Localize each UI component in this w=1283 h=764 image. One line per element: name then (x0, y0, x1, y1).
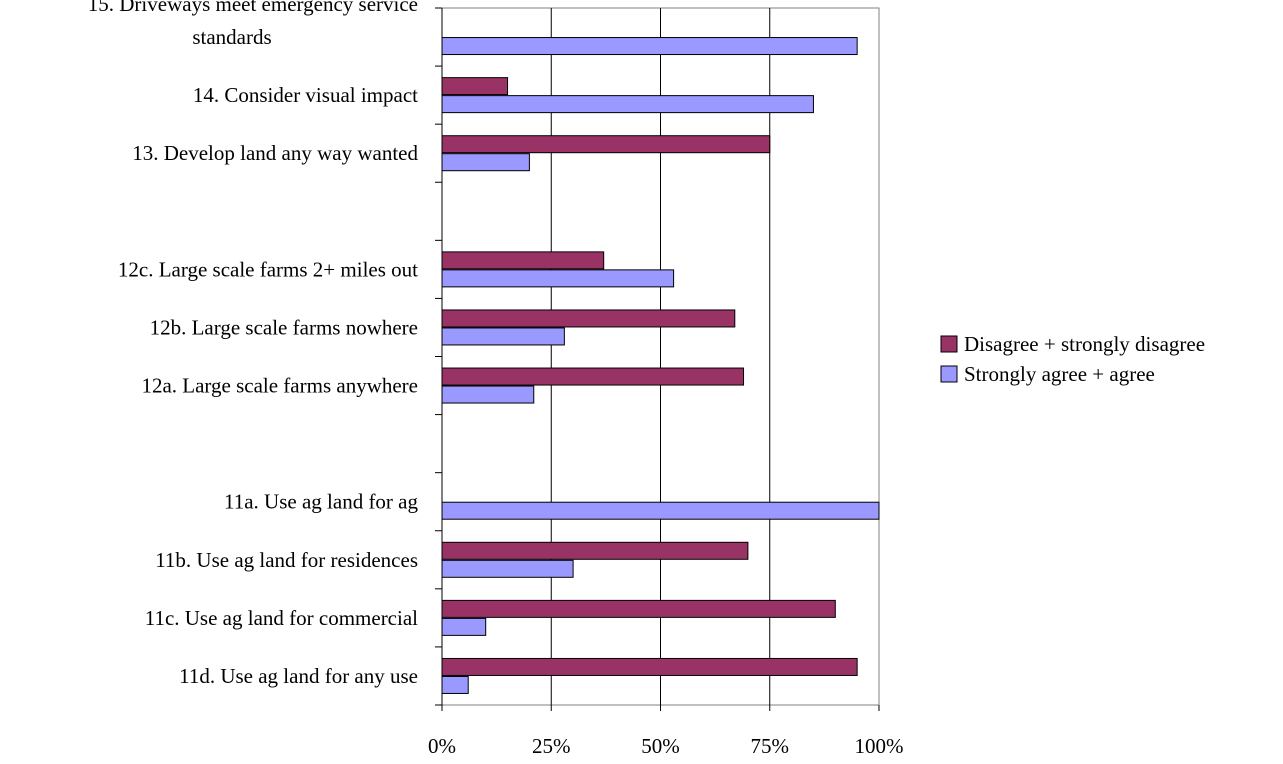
bar-agree (441, 327, 565, 346)
bar-disagree (441, 135, 771, 154)
category-label: 13. Develop land any way wanted (132, 141, 418, 165)
bar-disagree (441, 367, 745, 386)
category-label: 12b. Large scale farms nowhere (150, 315, 418, 339)
bar-agree (441, 385, 535, 404)
category-label: 12c. Large scale farms 2+ miles out (118, 257, 418, 281)
bar-disagree (441, 77, 509, 96)
x-tick-label: 100% (855, 734, 904, 758)
x-tick-label: 25% (532, 734, 571, 758)
x-tick-label: 50% (641, 734, 680, 758)
bar-agree (441, 269, 675, 288)
bar-disagree (441, 599, 836, 618)
category-label: 11b. Use ag land for residences (155, 548, 418, 572)
legend (928, 316, 1282, 400)
legend-label: Strongly agree + agree (964, 362, 1155, 386)
bar-agree (441, 37, 858, 56)
category-label: 12a. Large scale farms anywhere (141, 374, 418, 398)
category-label: standards (192, 25, 271, 49)
bar-agree (441, 675, 469, 694)
category-label: 14. Consider visual impact (193, 83, 418, 107)
legend-label: Disagree + strongly disagree (964, 332, 1205, 356)
bar-disagree (441, 251, 605, 270)
legend-swatch (940, 365, 958, 383)
category-label: 11d. Use ag land for any use (179, 664, 418, 688)
bar-agree (441, 95, 814, 114)
bar-disagree (441, 541, 749, 560)
x-tick-label: 0% (428, 734, 456, 758)
bar-agree (441, 617, 487, 636)
x-tick-label: 75% (751, 734, 790, 758)
bar-agree (441, 153, 530, 172)
category-label: 15. Driveways meet emergency service (88, 0, 418, 16)
category-label: 11c. Use ag land for commercial (145, 606, 418, 630)
category-label: 11a. Use ag land for ag (224, 490, 418, 514)
bar-disagree (441, 309, 736, 328)
bar-agree (441, 559, 574, 578)
bar-disagree (441, 657, 858, 676)
legend-swatch (940, 335, 958, 353)
bar-agree (441, 501, 880, 520)
